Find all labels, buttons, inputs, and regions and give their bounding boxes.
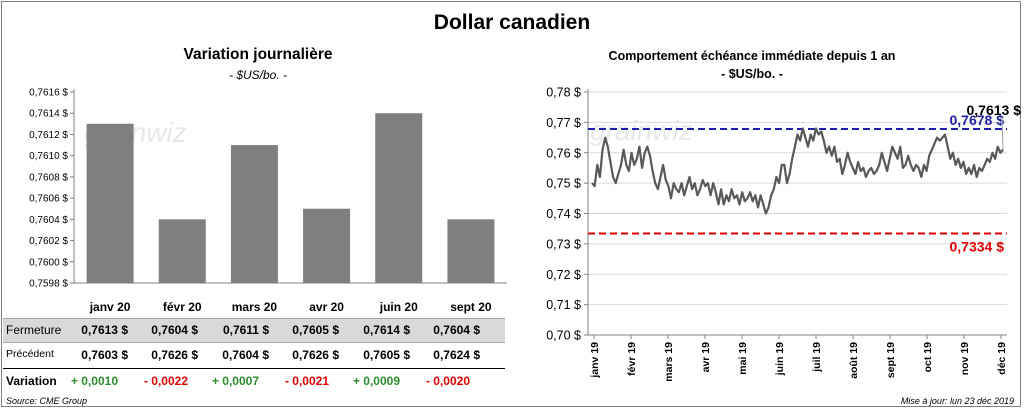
y-tick-label: 0,7606 $: [29, 194, 68, 205]
x-tick-label: janv 19: [589, 342, 601, 379]
x-tick-label: mars 19: [663, 342, 675, 382]
precedent-cell: 0,7605 $: [363, 348, 410, 362]
y-tick-label: 0,7610 $: [29, 151, 68, 162]
y-tick-label: 0,7604 $: [29, 215, 68, 226]
fermeture-label: Fermeture: [6, 323, 62, 337]
y-tick-label: 0,77 $: [546, 116, 581, 130]
update-note: Mise à jour: lun 23 déc 2019: [900, 396, 1014, 406]
x-tick-label: août 19: [848, 342, 860, 379]
fermeture-cell: 0,7613 $: [81, 323, 128, 337]
y-tick-label: 0,7602 $: [29, 236, 68, 247]
last-value-label: 0,7613 $: [967, 102, 1022, 118]
precedent-cell: 0,7624 $: [433, 348, 480, 362]
x-tick-label: sept 19: [885, 342, 897, 378]
precedent-cell: 0,7604 $: [222, 348, 269, 362]
y-tick-label: 0,7608 $: [29, 172, 68, 183]
y-tick-label: 0,7612 $: [29, 130, 68, 141]
x-tick-label: juin 19: [774, 342, 786, 376]
bar: [375, 113, 423, 283]
source-note: Source: CME Group: [6, 396, 88, 406]
precedent-cell: 0,7626 $: [151, 348, 198, 362]
table-row-variation: Variation + 0,0010 - 0,0022 + 0,0007 - 0…: [3, 368, 505, 393]
bar: [86, 123, 134, 283]
precedent-cell: 0,7603 $: [81, 348, 128, 362]
table-row-fermeture: Fermeture 0,7613 $ 0,7604 $ 0,7611 $ 0,7…: [3, 318, 505, 343]
x-tick-label: févr 19: [626, 342, 638, 376]
y-tick-label: 0,76 $: [546, 146, 581, 160]
price-line: [591, 127, 1004, 215]
y-tick-label: 0,7616 $: [29, 88, 68, 99]
last-value-leader: [1001, 116, 1004, 150]
table-row-precedent: Précédent 0,7603 $ 0,7626 $ 0,7604 $ 0,7…: [3, 343, 505, 365]
high-reference-label: 0,7678 $: [950, 112, 1005, 128]
variation-cell: + 0,0007: [211, 374, 259, 388]
x-tick-label: avr 19: [700, 342, 712, 373]
variation-cell: + 0,0009: [352, 374, 400, 388]
x-tick-label: déc 19: [996, 342, 1008, 375]
right-chart-title: Comportement échéance immédiate depuis 1…: [608, 49, 896, 63]
y-tick-label: 0,74 $: [546, 207, 581, 221]
x-tick-label: avr 20: [309, 300, 344, 314]
y-tick-label: 0,7600 $: [29, 257, 68, 268]
y-tick-label: 0,7614 $: [29, 109, 68, 120]
variation-cell: + 0,0010: [70, 374, 118, 388]
x-tick-label: juin 20: [379, 300, 418, 314]
low-reference-label: 0,7334 $: [950, 239, 1005, 255]
fermeture-cell: 0,7604 $: [433, 323, 480, 337]
x-tick-label: janv 20: [89, 300, 131, 314]
main-title: Dollar canadien: [433, 11, 591, 34]
y-tick-label: 0,75 $: [546, 177, 581, 191]
fermeture-cell: 0,7605 $: [292, 323, 339, 337]
bar: [158, 219, 206, 283]
y-tick-label: 0,71 $: [546, 298, 581, 312]
x-tick-label: mai 19: [737, 342, 749, 375]
bar: [230, 145, 278, 283]
x-tick-label: sept 20: [450, 300, 492, 314]
bar: [303, 208, 351, 283]
precedent-cell: 0,7626 $: [292, 348, 339, 362]
y-tick-label: 0,7598 $: [29, 279, 68, 290]
y-tick-label: 0,72 $: [546, 268, 581, 282]
x-tick-label: oct 19: [922, 342, 934, 373]
x-tick-label: mars 20: [232, 300, 278, 314]
fermeture-cell: 0,7611 $: [222, 323, 269, 337]
left-chart-subtitle: - $US/bo. -: [228, 68, 288, 82]
x-tick-label: nov 19: [959, 342, 971, 375]
y-tick-label: 0,70 $: [546, 329, 581, 343]
variation-cell: - 0,0022: [143, 374, 188, 388]
right-chart-subtitle: - $US/bo. -: [721, 67, 783, 81]
precedent-label: Précédent: [6, 348, 54, 360]
y-tick-label: 0,78 $: [546, 86, 581, 100]
y-tick-label: 0,73 $: [546, 237, 581, 251]
variation-label: Variation: [6, 374, 57, 388]
fermeture-cell: 0,7614 $: [363, 323, 410, 337]
x-tick-label: juil 19: [811, 342, 823, 373]
variation-cell: - 0,0020: [425, 374, 470, 388]
fermeture-cell: 0,7604 $: [151, 323, 198, 337]
left-chart-title: Variation journalière: [183, 46, 333, 63]
x-tick-label: févr 20: [163, 300, 202, 314]
variation-cell: - 0,0021: [284, 374, 329, 388]
bar: [447, 219, 495, 283]
